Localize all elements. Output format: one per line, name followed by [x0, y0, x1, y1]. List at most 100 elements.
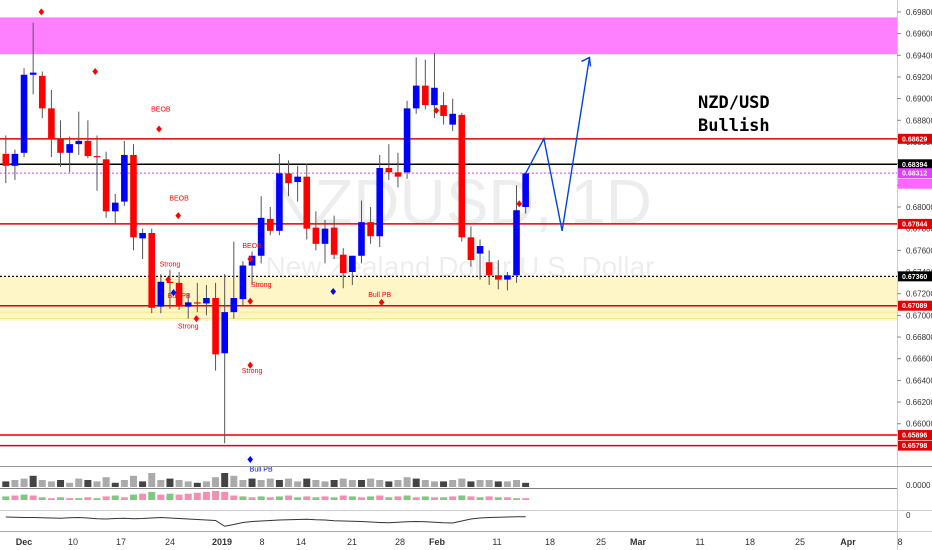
histogram-bar [376, 495, 384, 500]
x-tick-label: Apr [840, 537, 856, 547]
volume-bar [239, 480, 247, 487]
candle-body [403, 108, 411, 173]
histogram-bar [321, 496, 329, 500]
candle-body [358, 222, 365, 256]
pattern-label: BEOB [169, 195, 189, 202]
candle-body [230, 298, 238, 313]
histogram-bar [139, 493, 147, 500]
signal-diamond [516, 200, 523, 208]
histogram-bar [403, 495, 411, 500]
x-tick-label: 11 [492, 537, 501, 547]
projection-path [525, 56, 592, 231]
histogram-bar [294, 497, 302, 500]
watermark-description: New Zealand Dollar/U.S. Dollar [265, 251, 654, 282]
volume-bar [102, 477, 110, 487]
candle-body [513, 210, 520, 276]
annotation: NZD/USD Bullish [698, 93, 770, 136]
candle-body [139, 233, 146, 239]
histogram-bar [275, 496, 283, 500]
time-axis[interactable]: Dec 10 17 24 2019 8 14 21 28 Feb 11 18 25 Mar 11 18 25 Ap… [0, 531, 903, 548]
volume-bar [175, 480, 183, 487]
price-tag-label: 0.68629 [902, 136, 927, 143]
histogram-bar [84, 497, 92, 500]
volume-bar [285, 478, 293, 487]
projection-arrowhead [581, 56, 592, 67]
pattern-label: Bear PB [29, 0, 55, 2]
volume-bar [57, 480, 65, 487]
histogram-bar [166, 493, 174, 500]
price-tag-label: 0.68312 [902, 171, 927, 178]
histogram-bar [148, 491, 156, 500]
pattern-label: Strong [251, 282, 272, 289]
histogram-bar [11, 495, 19, 500]
volume-bar [485, 480, 493, 487]
volume-bar [458, 478, 466, 487]
x-tick-label: 2019 [212, 537, 232, 547]
volume-bar [522, 482, 530, 487]
volume-bar [166, 478, 174, 487]
histogram-bar [129, 494, 137, 500]
volume-bar [294, 481, 302, 487]
volume-bar [275, 480, 283, 487]
indicator-tick: 0 [906, 511, 911, 520]
histogram-bar [330, 497, 338, 500]
price-tag [898, 430, 932, 441]
histogram-bar [102, 496, 110, 500]
histogram-bar [221, 491, 229, 500]
pattern-label: BEOB [151, 107, 171, 114]
histogram-bar [239, 496, 247, 500]
signal-diamond [247, 297, 254, 305]
price-levels [0, 138, 897, 447]
volume-bar [230, 475, 238, 487]
volume-bar [494, 481, 502, 487]
histogram-bar [303, 496, 311, 500]
histogram-bar [157, 494, 165, 500]
candle-body [422, 85, 429, 106]
volume-bar [212, 477, 220, 487]
signal-diamond [175, 212, 181, 220]
volume-bar [202, 481, 210, 487]
histogram-bar [175, 494, 183, 500]
candle-body [121, 154, 128, 202]
volume-bar [93, 481, 101, 487]
x-tick-label: 28 [395, 537, 405, 547]
volume-bar [321, 481, 329, 487]
candle-body [248, 255, 256, 266]
volume-bar [47, 481, 55, 487]
histogram-bar [430, 497, 438, 500]
candle-body [385, 167, 393, 173]
candle-body [485, 262, 493, 276]
candle-body [48, 108, 55, 139]
candle-body [339, 254, 347, 274]
histogram-bar [266, 497, 274, 500]
candle-body [449, 113, 456, 125]
candle-body [184, 302, 192, 307]
volume-bar [421, 480, 429, 487]
x-tick-label: 10 [68, 537, 78, 547]
volume-bar [385, 481, 393, 487]
volume-bar [157, 480, 165, 487]
pattern-label: Bull PB [250, 466, 273, 473]
volume-bar [412, 478, 420, 487]
histogram-bar [485, 496, 493, 500]
candle-body [321, 228, 329, 244]
candle-body [394, 172, 402, 177]
indicator-tick: 0.0000 [906, 481, 931, 490]
volume-bar [430, 481, 438, 487]
volume-bar [476, 480, 484, 487]
histogram-bar [202, 491, 210, 500]
price-tag-label: 0.68394 [902, 162, 927, 169]
histogram-bar [339, 495, 347, 500]
price-tag [898, 218, 932, 229]
candle-body [504, 275, 511, 280]
candle-body [29, 72, 37, 75]
x-tick-label: 11 [695, 537, 704, 547]
volume-bar [339, 478, 347, 487]
annotation-bias: Bullish [698, 116, 770, 136]
